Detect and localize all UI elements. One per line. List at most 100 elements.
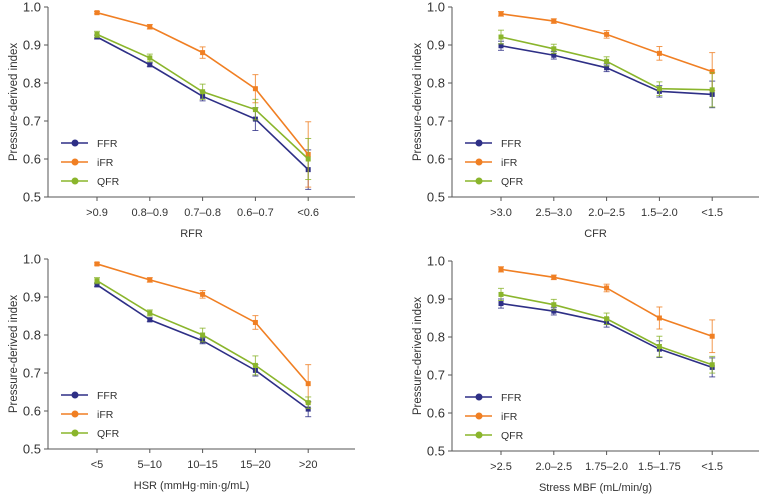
- data-point: [604, 285, 610, 291]
- data-point: [147, 55, 153, 61]
- legend-label-ifr: iFR: [97, 157, 114, 169]
- data-point: [147, 62, 153, 68]
- data-point: [498, 11, 504, 17]
- data-point: [551, 274, 557, 280]
- y-tick-label: 0.7: [23, 366, 41, 381]
- data-point: [604, 316, 610, 322]
- y-axis-label: Pressure-derived index: [412, 43, 424, 162]
- data-point: [94, 261, 100, 267]
- data-point: [656, 50, 662, 56]
- x-tick-label: >0.9: [86, 207, 108, 219]
- legend-label-ffr: FFR: [97, 390, 118, 402]
- y-tick-label: 0.8: [427, 76, 445, 91]
- legend-label-ffr: FFR: [97, 138, 118, 150]
- data-point: [147, 277, 153, 283]
- series-qfr: [94, 30, 312, 181]
- legend-label-ifr: iFR: [97, 409, 114, 421]
- y-tick-label: 0.8: [23, 76, 41, 91]
- y-tick-label: 0.5: [23, 442, 41, 457]
- data-point: [551, 46, 557, 52]
- y-tick-label: 0.5: [427, 190, 445, 205]
- y-tick-label: 0.7: [427, 368, 445, 383]
- x-tick-label: >20: [299, 459, 318, 471]
- y-tick-label: 0.8: [427, 330, 445, 345]
- legend-label-ffr: FFR: [501, 138, 522, 150]
- x-tick-label: 15–20: [240, 459, 271, 471]
- y-tick-label: 0.9: [427, 292, 445, 307]
- y-tick-label: 0.5: [427, 444, 445, 459]
- x-tick-label: 0.8–0.9: [131, 207, 168, 219]
- data-point: [551, 52, 557, 58]
- series-qfr: [94, 277, 312, 409]
- legend-marker-qfr: [71, 429, 79, 437]
- data-point: [656, 86, 662, 92]
- data-point: [551, 308, 557, 314]
- data-point: [709, 69, 715, 75]
- x-tick-label: 1.5–2.0: [641, 207, 678, 219]
- data-point: [94, 10, 100, 16]
- data-point: [305, 156, 311, 162]
- data-point: [604, 31, 610, 37]
- data-point: [147, 317, 153, 323]
- x-tick-label: <1.5: [701, 207, 723, 219]
- data-point: [551, 18, 557, 24]
- data-point: [498, 266, 504, 272]
- x-tick-label: <1.5: [701, 461, 723, 473]
- data-point: [147, 24, 153, 30]
- x-axis-label: RFR: [180, 228, 203, 240]
- x-tick-label: 2.0–2.5: [588, 207, 625, 219]
- chart-panel-1: 0.5 0.6 0.7 0.8 0.9 1.0 >0.9 0.8–0.9 0.7–0.8 0.6–…: [8, 0, 355, 240]
- legend-label-ifr: iFR: [501, 157, 518, 169]
- y-axis-label: Pressure-derived index: [8, 295, 20, 414]
- legend-marker-ffr: [71, 139, 79, 147]
- y-tick-label: 0.7: [427, 114, 445, 129]
- legend-marker-qfr: [475, 177, 483, 185]
- data-point: [147, 310, 153, 316]
- data-point: [252, 319, 258, 325]
- data-point: [498, 301, 504, 307]
- x-tick-label: >3.0: [490, 207, 512, 219]
- x-axis-label: HSR (mmHg·min·g/mL): [134, 480, 250, 492]
- legend-label-qfr: QFR: [97, 428, 120, 440]
- y-tick-label: 1.0: [427, 0, 445, 15]
- y-tick-label: 0.9: [427, 38, 445, 53]
- data-point: [305, 406, 311, 412]
- legend-marker-ifr: [71, 410, 79, 418]
- data-point: [252, 362, 258, 368]
- data-point: [305, 381, 311, 387]
- legend-marker-ifr: [71, 158, 79, 166]
- x-tick-label: 0.7–0.8: [184, 207, 221, 219]
- x-tick-label: <0.6: [297, 207, 319, 219]
- series-line: [96, 263, 309, 385]
- x-tick-label: 1.5–1.75: [638, 461, 681, 473]
- legend-marker-ffr: [71, 391, 79, 399]
- x-axis-label: Stress MBF (mL/min/g): [539, 482, 652, 494]
- y-tick-label: 0.8: [23, 328, 41, 343]
- y-tick-label: 0.7: [23, 114, 41, 129]
- x-axis-label: CFR: [584, 228, 607, 240]
- x-tick-label: 1.75–2.0: [585, 461, 628, 473]
- data-point: [252, 86, 258, 92]
- data-point: [200, 50, 206, 56]
- data-point: [709, 333, 715, 339]
- data-point: [94, 282, 100, 288]
- y-axis-label: Pressure-derived index: [412, 297, 424, 416]
- legend-marker-ifr: [475, 158, 483, 166]
- series-line: [500, 293, 713, 366]
- y-tick-label: 1.0: [23, 252, 41, 267]
- data-point: [604, 65, 610, 71]
- legend-marker-qfr: [71, 177, 79, 185]
- series-ifr: [94, 261, 312, 404]
- series-ffr: [498, 40, 716, 109]
- series-qfr: [498, 29, 716, 108]
- x-tick-label: 10–15: [187, 459, 218, 471]
- chart-panel-3: 0.5 0.6 0.7 0.8 0.9 1.0 <5 5–10 10–15 15–20 >20 HSR…: [8, 252, 355, 492]
- legend-marker-ifr: [475, 412, 483, 420]
- series-ifr: [498, 266, 716, 354]
- data-point: [94, 278, 100, 284]
- y-tick-label: 0.6: [427, 152, 445, 167]
- y-tick-label: 0.6: [23, 152, 41, 167]
- legend-label-ifr: iFR: [501, 411, 518, 423]
- y-tick-label: 1.0: [427, 254, 445, 269]
